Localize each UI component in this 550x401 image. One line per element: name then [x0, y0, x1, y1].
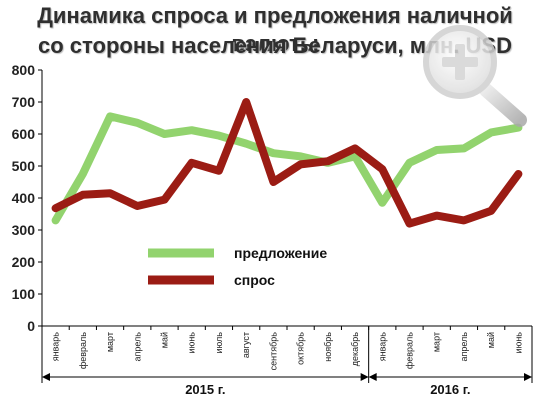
- year-bracket-arrow: [368, 373, 377, 381]
- x-tick-label: апрель: [459, 332, 469, 362]
- series-line-спрос: [51, 98, 523, 228]
- x-tick-label: октябрь: [296, 332, 306, 365]
- y-tick-label: 600: [12, 126, 36, 142]
- x-tick-label: май: [486, 332, 496, 348]
- y-tick-label: 500: [12, 158, 36, 174]
- x-tick-label: февраль: [405, 332, 415, 369]
- y-tick-label: 400: [12, 190, 36, 206]
- x-tick-label: июнь: [187, 332, 197, 354]
- x-tick-label: май: [160, 332, 170, 348]
- x-tick-label: сентябрь: [268, 332, 278, 371]
- legend-box: [142, 238, 342, 296]
- x-tick-label: июль: [214, 332, 224, 354]
- x-tick-label: март: [105, 332, 115, 352]
- y-tick-label: 700: [12, 94, 36, 110]
- year-bracket-arrow: [360, 373, 369, 381]
- x-tick-label: февраль: [78, 332, 88, 369]
- legend-label: предложение: [234, 245, 327, 261]
- y-tick-label: 0: [27, 318, 35, 334]
- year-bracket-arrow: [42, 373, 50, 381]
- x-tick-label: июнь: [513, 332, 523, 354]
- chart-title: Динамика спроса и предложения наличной в…: [37, 3, 513, 56]
- x-tick-label: ноябрь: [323, 332, 333, 362]
- series-line-предложение: [51, 112, 523, 225]
- legend: предложение спрос: [142, 238, 342, 296]
- y-tick-label: 200: [12, 254, 36, 270]
- year-label: 2016 г.: [430, 382, 470, 397]
- y-tick-label: 100: [12, 286, 36, 302]
- y-tick-label: 800: [12, 62, 36, 78]
- x-tick-label: март: [432, 332, 442, 352]
- x-tick-label: январь: [51, 332, 61, 362]
- year-label: 2015 г.: [185, 382, 225, 397]
- x-tick-label: декабрь: [350, 332, 360, 367]
- legend-label: спрос: [234, 272, 275, 288]
- y-tick-label: 300: [12, 222, 36, 238]
- x-tick-label: январь: [377, 332, 387, 362]
- year-bracket-arrow: [524, 373, 532, 381]
- x-tick-label: август: [241, 332, 251, 358]
- magnifier-plus-icon[interactable]: [423, 25, 527, 127]
- x-tick-label: апрель: [132, 332, 142, 362]
